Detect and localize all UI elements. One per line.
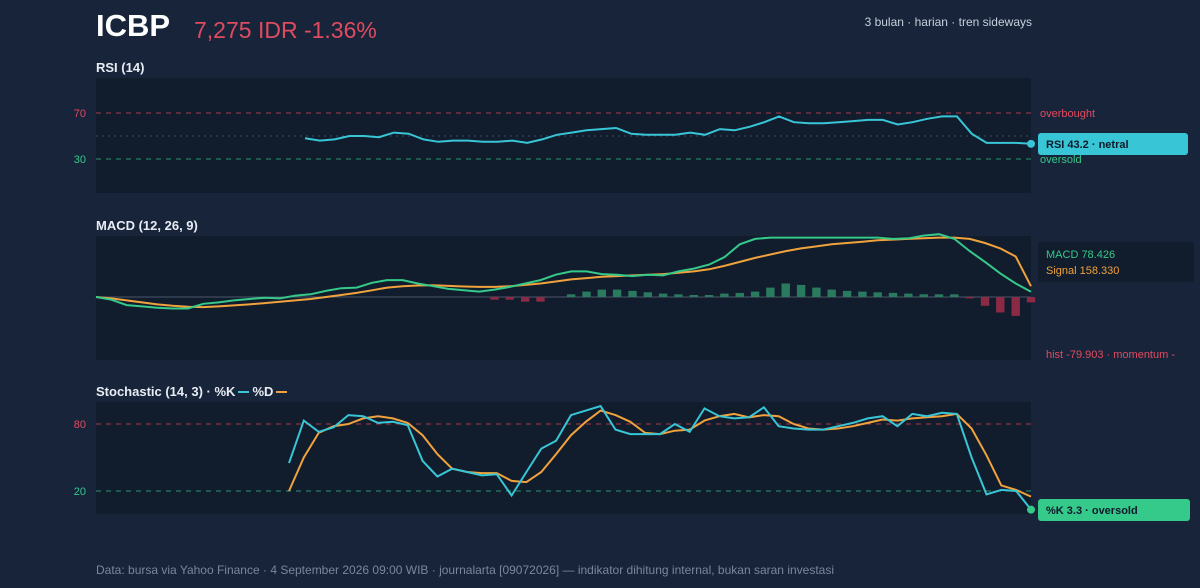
macd-hist-bar	[566, 294, 576, 297]
macd-hist-bar	[781, 283, 790, 297]
macd-hist-bar	[536, 297, 545, 302]
stoch-title-text: Stochastic (14, 3) · %K	[96, 384, 236, 399]
macd-title: MACD (12, 26, 9)	[96, 218, 198, 233]
rsi-badge	[1038, 133, 1188, 155]
stoch-panel	[96, 402, 1031, 514]
macd-hist-bar	[996, 297, 1005, 313]
macd-hist-bar	[1026, 297, 1036, 303]
rsi-panel	[96, 78, 1031, 193]
macd-hist-bar	[612, 289, 622, 297]
d-legend-swatch	[276, 390, 288, 393]
rsi-badge-text: RSI 43.2 · netral	[1046, 139, 1129, 151]
signal-series-line	[95, 236, 1032, 309]
macd-hist-bar	[505, 297, 514, 300]
rsi-overbought-label: overbought	[1040, 108, 1095, 120]
macd-hist-bar	[582, 291, 591, 297]
hist-value-label: hist -79.903 · momentum -	[1046, 349, 1175, 361]
rsi-tick-30: 30	[74, 154, 86, 166]
macd-hist-bar	[873, 292, 882, 297]
macd-hist-bar	[934, 294, 944, 297]
macd-hist-bar	[812, 287, 821, 297]
footer-note: Data: bursa via Yahoo Finance · 4 Septem…	[96, 563, 834, 577]
stoch-title: Stochastic (14, 3) · %K %D	[96, 384, 290, 399]
macd-value-box	[1038, 242, 1194, 282]
signal-value-label: Signal 158.330	[1046, 265, 1119, 277]
stoch-title-d: %D	[252, 384, 274, 399]
k-series-line	[288, 404, 1032, 511]
price-change: 7,275 IDR -1.36%	[194, 17, 377, 43]
macd-hist-bar	[658, 293, 668, 297]
macd-hist-bar	[643, 292, 652, 297]
stoch-badge	[1038, 499, 1190, 521]
macd-histogram	[490, 283, 1036, 316]
macd-hist-bar	[919, 294, 928, 297]
rsi-last-point	[1027, 139, 1035, 148]
macd-hist-bar	[628, 290, 637, 297]
macd-hist-bar	[858, 291, 867, 297]
macd-hist-bar	[720, 293, 729, 297]
macd-hist-bar	[1011, 297, 1020, 316]
macd-hist-bar	[796, 284, 806, 297]
stoch-tick-80: 80	[74, 419, 86, 431]
macd-hist-bar	[827, 289, 836, 297]
macd-hist-bar	[521, 297, 530, 302]
rsi-series-line	[304, 115, 1032, 145]
macd-hist-bar	[704, 295, 714, 297]
macd-hist-bar	[490, 297, 499, 300]
macd-series-line	[95, 233, 1032, 310]
macd-hist-bar	[842, 290, 852, 297]
macd-hist-bar	[674, 294, 683, 297]
macd-hist-bar	[888, 292, 898, 297]
rsi-tick-70: 70	[74, 108, 86, 120]
macd-hist-bar	[766, 287, 775, 297]
macd-value-label: MACD 78.426	[1046, 249, 1115, 261]
macd-hist-bar	[597, 289, 606, 297]
timeframe-meta: 3 bulan · harian · tren sideways	[864, 15, 1032, 29]
ticker-symbol: ICBP	[96, 8, 171, 43]
macd-hist-bar	[965, 297, 974, 299]
stoch-tick-20: 20	[74, 486, 86, 498]
macd-hist-bar	[735, 292, 744, 297]
rsi-title: RSI (14)	[96, 60, 145, 75]
k-last-point	[1027, 505, 1035, 514]
macd-panel	[96, 236, 1031, 360]
stoch-badge-text: %K 3.3 · oversold	[1046, 505, 1138, 517]
macd-hist-bar	[904, 293, 913, 297]
macd-hist-bar	[950, 294, 959, 297]
rsi-oversold-label: oversold	[1040, 154, 1082, 166]
macd-hist-bar	[980, 297, 990, 306]
macd-hist-bar	[689, 295, 698, 297]
macd-hist-bar	[750, 291, 760, 297]
k-legend-swatch	[238, 390, 250, 393]
